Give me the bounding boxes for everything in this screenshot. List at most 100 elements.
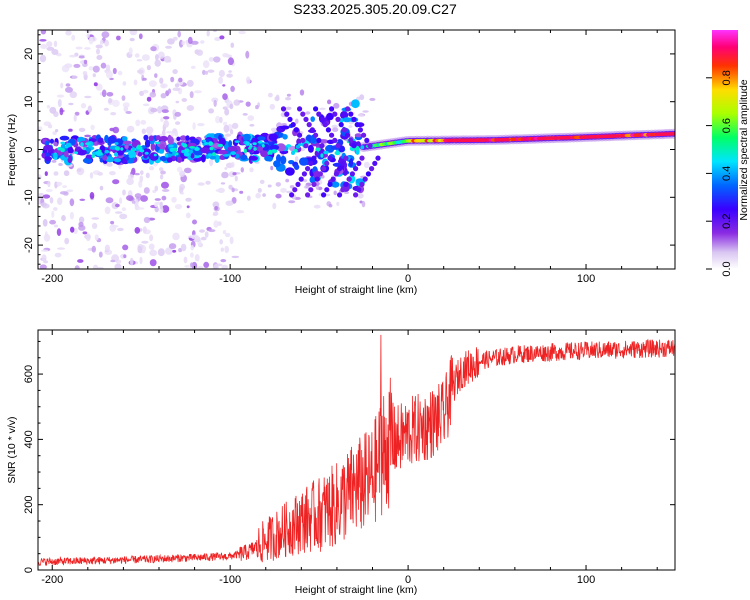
noise-speckle bbox=[161, 195, 167, 201]
noise-speckle bbox=[190, 244, 194, 251]
noise-speckle bbox=[61, 64, 70, 73]
noise-speckle bbox=[141, 54, 150, 61]
noise-speckle bbox=[121, 207, 127, 212]
noise-speckle bbox=[96, 55, 103, 60]
noise-speckle bbox=[219, 116, 223, 124]
scintillation-streak bbox=[306, 122, 312, 128]
noise-speckle bbox=[82, 71, 88, 76]
noise-speckle bbox=[231, 255, 240, 259]
noise-speckle bbox=[305, 111, 311, 115]
scintillation-peak bbox=[164, 153, 168, 158]
scintillation-peak bbox=[286, 144, 292, 148]
noise-speckle bbox=[181, 98, 188, 102]
y-tick-label: 0 bbox=[23, 146, 35, 152]
scintillation-streak bbox=[333, 171, 339, 177]
noise-speckle bbox=[348, 125, 353, 128]
noise-speckle bbox=[60, 82, 64, 89]
scintillation-streak bbox=[297, 132, 303, 138]
scintillation-blob bbox=[234, 153, 240, 159]
scintillation-blob bbox=[257, 136, 266, 141]
y-tick-label: -20 bbox=[23, 237, 35, 253]
scintillation-peak bbox=[212, 152, 216, 157]
scintillation-peak bbox=[217, 143, 224, 148]
snr-plot-area bbox=[38, 334, 675, 567]
scintillation-streak bbox=[353, 192, 359, 198]
scintillation-blob bbox=[200, 147, 210, 154]
noise-speckle bbox=[204, 231, 209, 238]
noise-speckle bbox=[161, 181, 169, 189]
scintillation-streak bbox=[292, 187, 298, 193]
noise-speckle bbox=[249, 124, 255, 127]
scintillation-peak bbox=[323, 150, 329, 155]
noise-speckle bbox=[160, 93, 167, 99]
scintillation-streak bbox=[303, 116, 309, 122]
noise-speckle bbox=[149, 249, 158, 257]
scintillation-blob bbox=[143, 134, 149, 141]
scintillation-streak bbox=[343, 155, 349, 161]
noise-speckle bbox=[172, 69, 178, 75]
scintillation-blob bbox=[340, 111, 349, 120]
noise-speckle bbox=[331, 124, 338, 129]
spectrogram-x-axis: -200 -100 0 100 bbox=[41, 30, 658, 285]
scintillation-peak bbox=[252, 142, 257, 146]
spectrogram-y-axis: -20 -10 0 10 20 bbox=[23, 34, 675, 265]
noise-speckle bbox=[125, 111, 132, 114]
noise-speckle bbox=[222, 53, 229, 58]
noise-speckle bbox=[159, 174, 164, 180]
scintillation-streak bbox=[332, 111, 338, 117]
carrier-hot bbox=[504, 137, 511, 142]
noise-speckle bbox=[42, 219, 48, 227]
noise-speckle bbox=[168, 243, 177, 250]
noise-speckle bbox=[212, 264, 219, 269]
noise-speckle bbox=[145, 172, 150, 179]
noise-speckle bbox=[197, 182, 205, 186]
noise-speckle bbox=[233, 99, 241, 106]
scintillation-streak bbox=[346, 176, 352, 182]
noise-speckle bbox=[213, 99, 217, 107]
noise-speckle bbox=[41, 249, 49, 252]
noise-speckle bbox=[163, 116, 170, 120]
scintillation-streak bbox=[341, 127, 347, 133]
noise-speckle bbox=[117, 227, 124, 232]
scintillation-blob bbox=[155, 135, 161, 141]
noise-speckle bbox=[96, 48, 100, 55]
scintillation-peak bbox=[114, 152, 119, 157]
noise-speckle bbox=[295, 118, 299, 124]
noise-speckle bbox=[333, 102, 340, 109]
scintillation-streak bbox=[300, 111, 306, 117]
noise-speckle bbox=[134, 172, 140, 176]
scintillation-streak bbox=[319, 116, 325, 122]
scintillation-blob bbox=[217, 149, 228, 155]
noise-speckle bbox=[190, 262, 194, 268]
noise-speckle bbox=[41, 254, 47, 262]
noise-speckle bbox=[78, 216, 85, 224]
scintillation-streak bbox=[324, 160, 330, 166]
scintillation-streak bbox=[329, 132, 335, 138]
noise-speckle bbox=[92, 65, 100, 73]
noise-speckle bbox=[65, 83, 71, 87]
scintillation-streak bbox=[313, 106, 319, 112]
noise-speckle bbox=[38, 174, 42, 180]
noise-speckle bbox=[55, 129, 59, 133]
noise-speckle bbox=[280, 187, 287, 193]
noise-speckle bbox=[202, 60, 210, 69]
carrier-hot bbox=[672, 132, 675, 136]
noise-speckle bbox=[142, 77, 147, 81]
noise-speckle bbox=[170, 76, 175, 83]
scintillation-peak bbox=[91, 154, 95, 159]
noise-speckle bbox=[170, 132, 175, 137]
scintillation-blob bbox=[273, 160, 281, 168]
noise-speckle bbox=[99, 185, 104, 191]
scintillation-blob bbox=[67, 155, 73, 164]
noise-speckle bbox=[91, 222, 98, 229]
noise-speckle bbox=[157, 248, 165, 257]
scintillation-streak bbox=[359, 181, 365, 187]
noise-speckle bbox=[57, 197, 63, 205]
scintillation-blob bbox=[44, 156, 52, 161]
scintillation-blob bbox=[348, 157, 354, 167]
noise-speckle bbox=[79, 198, 86, 201]
noise-speckle bbox=[165, 247, 173, 255]
noise-speckle bbox=[172, 249, 177, 253]
noise-speckle bbox=[139, 256, 143, 265]
noise-speckle bbox=[199, 229, 205, 233]
